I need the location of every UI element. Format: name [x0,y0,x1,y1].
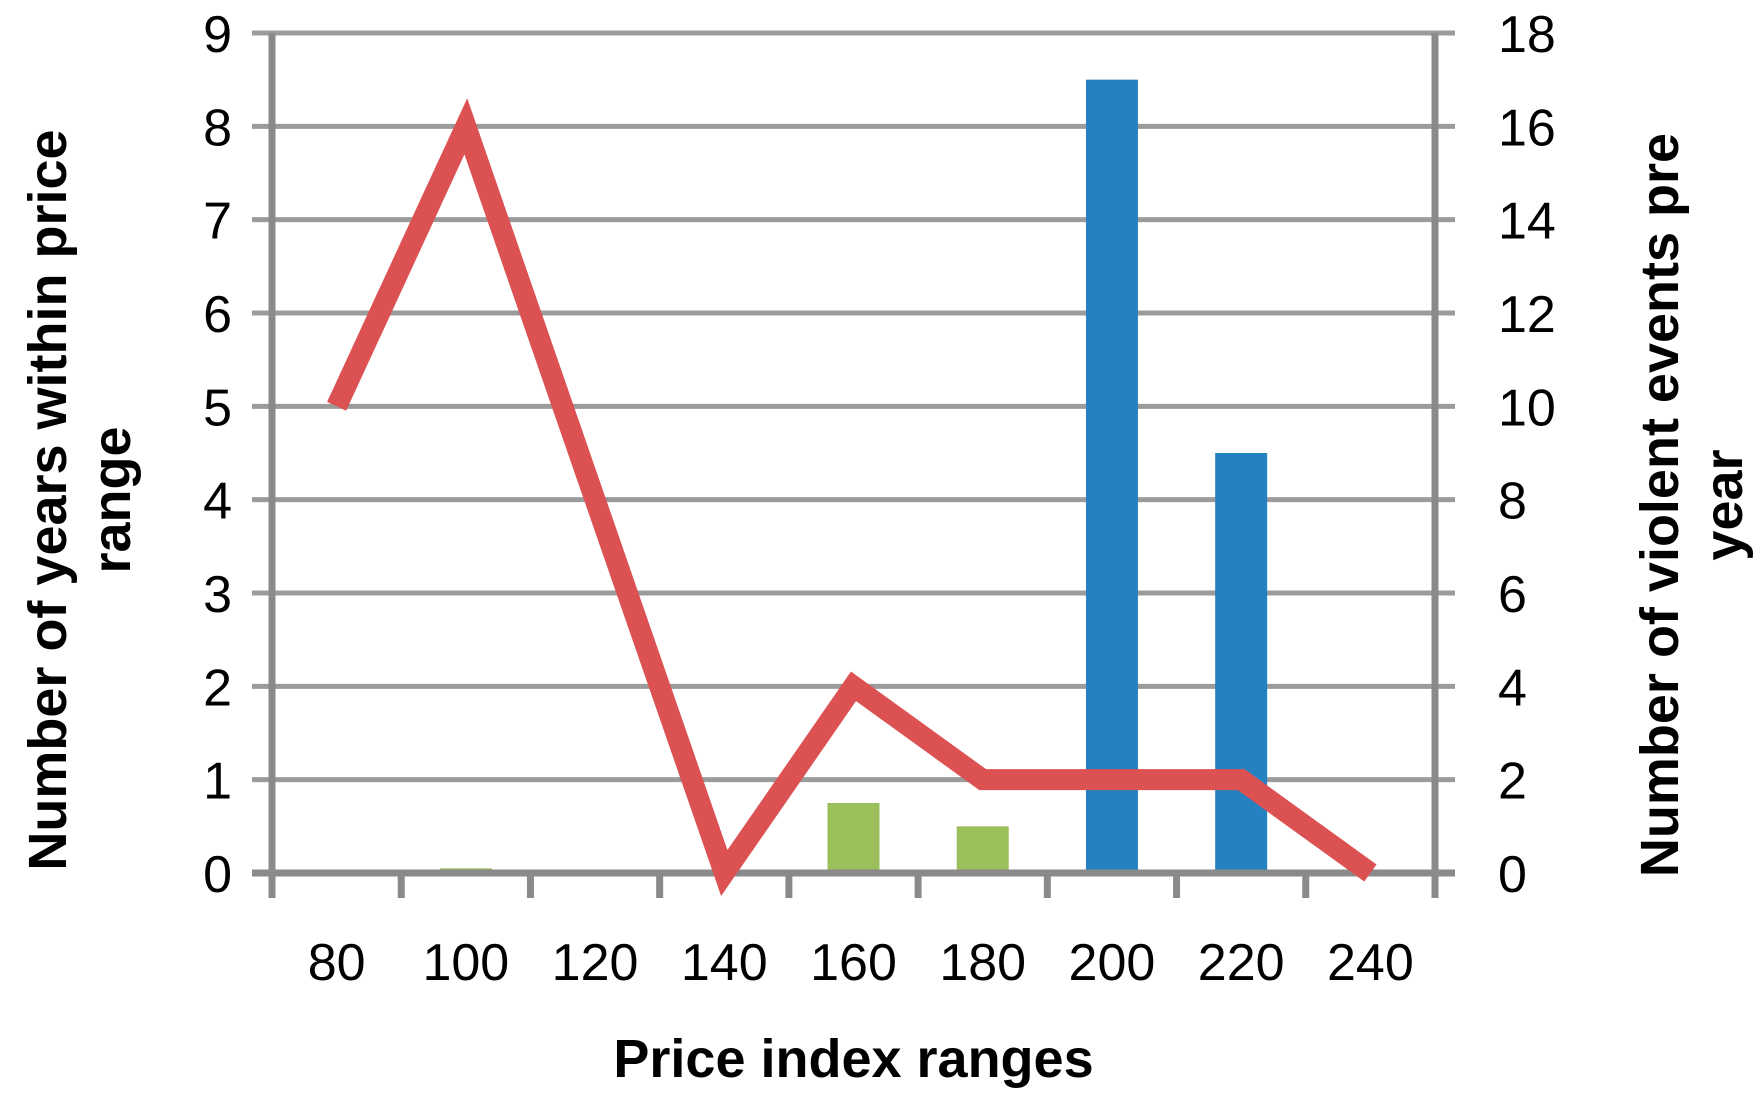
left-axis-tick-label: 0 [203,846,232,904]
green-bars-bar-180 [956,826,1009,873]
x-axis-category-label: 120 [552,934,639,992]
right-axis-tick-label: 16 [1498,99,1556,157]
right-axis-tick-label: 8 [1498,473,1527,531]
x-axis-category-label: 240 [1327,934,1414,992]
blue-bars-bar-200 [1085,79,1138,873]
green-bars-bar-160 [827,803,880,873]
left-axis-tick-label: 7 [203,193,232,251]
x-axis-category-label: 140 [681,934,768,992]
right-axis-tick-label: 14 [1498,193,1556,251]
right-axis-tick-label: 2 [1498,753,1527,811]
left-axis-tick-label: 1 [203,753,232,811]
left-axis-tick-label: 6 [203,286,232,344]
left-axis-tick-label: 9 [203,6,232,64]
right-axis-title-line2: year [1694,449,1754,561]
blue-bars-bar-220 [1215,453,1268,873]
x-axis-category-label: 180 [939,934,1026,992]
right-axis-tick-label: 12 [1498,286,1556,344]
left-axis-tick-label: 2 [203,659,232,717]
left-axis-tick-label: 5 [203,379,232,437]
x-axis-category-label: 100 [422,934,509,992]
x-axis-category-label: 220 [1198,934,1285,992]
right-axis-title: Number of violent events pre year [1628,35,1756,975]
x-axis-category-label: 160 [810,934,897,992]
x-axis-category-label: 200 [1069,934,1156,992]
right-axis-tick-label: 0 [1498,846,1527,904]
left-axis-title-line1: Number of years within price [18,129,78,871]
right-axis-tick-label: 18 [1498,6,1556,64]
right-axis-title-line1: Number of violent events pre [1630,132,1690,878]
left-axis-tick-label: 3 [203,566,232,624]
left-axis-title-line2: range [82,426,142,574]
red-line-series [327,98,1377,896]
left-axis-tick-label: 8 [203,99,232,157]
right-axis-tick-label: 4 [1498,659,1527,717]
left-axis-tick-label: 4 [203,473,232,531]
left-axis-title: Number of years within price range [16,30,144,970]
right-axis-tick-label: 10 [1498,379,1556,437]
right-axis-tick-label: 6 [1498,566,1527,624]
x-axis-category-label: 80 [308,934,366,992]
x-axis-title: Price index ranges [613,1029,1094,1089]
